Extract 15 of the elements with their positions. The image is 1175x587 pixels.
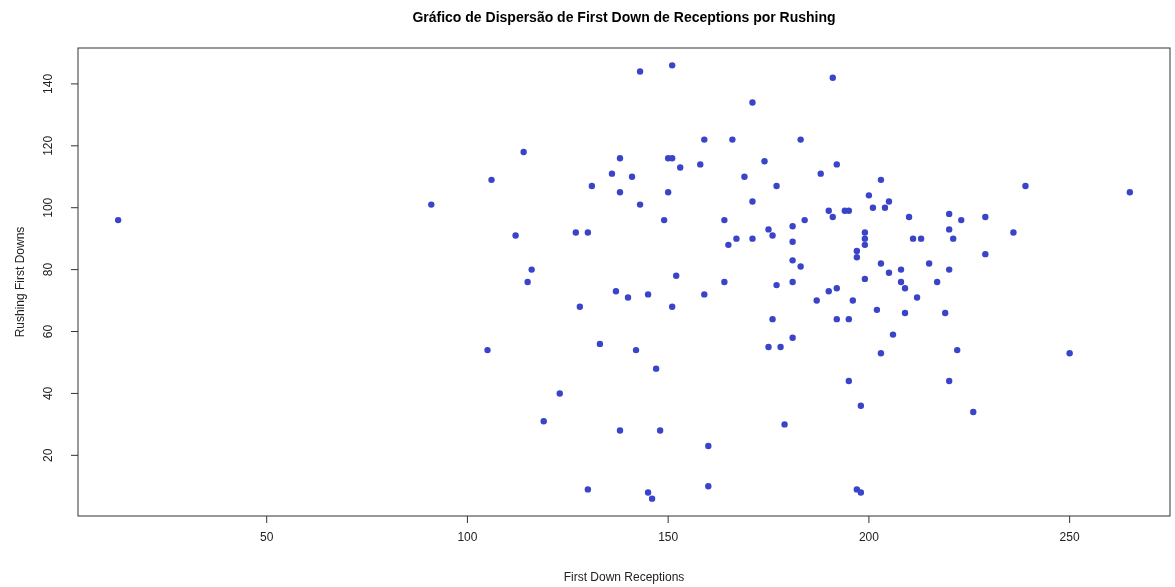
y-tick-label: 40	[41, 386, 55, 401]
y-tick-label: 140	[41, 73, 55, 94]
y-axis-title: Rushing First Downs	[13, 226, 27, 338]
x-tick-label: 200	[858, 530, 880, 544]
x-axis-title: First Down Receptions	[563, 570, 685, 584]
x-tick-label: 50	[260, 530, 274, 544]
y-tick-label: 20	[41, 448, 55, 463]
y-tick-label: 100	[41, 197, 55, 218]
y-tick-label: 120	[41, 135, 55, 156]
chart-title: Gráfico de Dispersão de First Down de Receptions por Rushing	[412, 9, 836, 25]
x-tick-label: 250	[1059, 530, 1080, 544]
x-tick-label: 100	[457, 530, 478, 544]
y-tick-label: 60	[41, 324, 55, 339]
y-tick-label: 80	[41, 262, 55, 277]
x-tick-label: 150	[658, 530, 679, 544]
